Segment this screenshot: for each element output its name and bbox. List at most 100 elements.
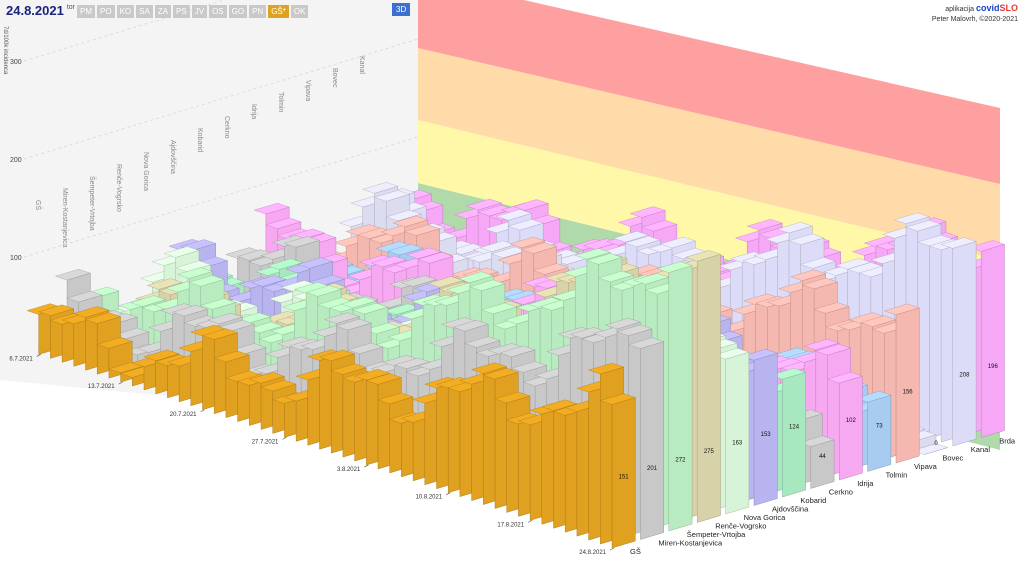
municipality-label: Renče-Vogrsko xyxy=(715,522,766,531)
region-button-5[interactable]: PS xyxy=(173,5,190,18)
region-button-1[interactable]: PO xyxy=(97,5,115,18)
region-button-9[interactable]: PN xyxy=(249,5,267,18)
back-name-label: Kanal xyxy=(358,56,365,74)
gridline-2 xyxy=(23,0,226,62)
back-name-label: Tolmin xyxy=(277,92,284,112)
region-button-3[interactable]: SA xyxy=(136,5,153,18)
bar-kanal: 208 xyxy=(940,237,977,447)
bar-vipava: 156 xyxy=(883,303,920,464)
date-label: 24.8.2021 xyxy=(579,550,606,556)
y-tick-label: 200 xyxy=(10,157,22,164)
region-button-2[interactable]: KO xyxy=(116,5,135,18)
region-button-7[interactable]: OS xyxy=(209,5,227,18)
value-label: 272 xyxy=(675,458,686,464)
bar-cerkno: 44 xyxy=(798,435,835,489)
gridline-0 xyxy=(23,136,419,258)
municipality-label: Cerkno xyxy=(829,488,853,497)
municipality-label: GŠ xyxy=(630,547,641,556)
municipality-label: Kobarid xyxy=(800,496,826,505)
back-name-label: Nova Gorica xyxy=(142,152,149,191)
date-tick xyxy=(200,409,205,413)
value-label: 201 xyxy=(647,466,658,472)
bar-novagorica: 163 xyxy=(713,348,750,515)
date-tick xyxy=(527,520,533,523)
value-label: 44 xyxy=(819,454,826,460)
bars-layer: 196 208 0 156 73 102 44 124 153 163 275 272 201 151 xyxy=(26,182,1005,549)
date-label: 20.7.2021 xyxy=(170,412,197,418)
bar-tolmin: 73 xyxy=(855,391,892,472)
municipality-label: Kanal xyxy=(971,445,991,454)
municipality-label: Miren-Kostanjevica xyxy=(658,539,723,548)
back-name-label: Cerkno xyxy=(223,116,230,139)
municipality-axis: GŠ Miren-KostanjevicaŠempeter-VrtojbaRenč… xyxy=(630,437,1016,557)
back-name-label: GŠ xyxy=(34,200,43,210)
date-label: 10.8.2021 xyxy=(415,495,442,501)
bar-idrija: 102 xyxy=(827,372,863,481)
region-button-11[interactable]: OK xyxy=(290,5,309,18)
date-label: 17.8.2021 xyxy=(497,522,524,528)
region-button-4[interactable]: ZA xyxy=(154,5,172,18)
bar-empetervrtojba: 272 xyxy=(656,261,693,532)
bar-mirenkostanjevica: 201 xyxy=(628,337,665,540)
value-label: 153 xyxy=(761,432,772,438)
back-name-label: Miren-Kostanjevica xyxy=(61,188,68,248)
back-name-label: Vipava xyxy=(304,80,311,101)
value-label: 275 xyxy=(704,449,715,455)
municipality-label: Idrija xyxy=(857,479,874,488)
bar-renevogrsko: 275 xyxy=(685,250,721,523)
value-label: 208 xyxy=(959,373,970,379)
date-label: 3.8.2021 xyxy=(337,467,361,473)
region-button-8[interactable]: GO xyxy=(228,5,248,18)
value-label: 151 xyxy=(619,475,630,481)
municipality-label: Brda xyxy=(999,437,1016,446)
municipality-label: Ajdovščina xyxy=(772,505,809,514)
region-button-6[interactable]: JV xyxy=(191,5,208,18)
municipality-label: Bovec xyxy=(942,454,963,463)
date-tick xyxy=(446,492,451,495)
municipality-label: Vipava xyxy=(914,462,938,471)
app-credit: aplikacija covidSLO Peter Malovrh, ©2020… xyxy=(932,3,1018,25)
bar-g: 151 xyxy=(599,393,636,549)
date-tick xyxy=(36,354,41,357)
bar-ajdovina: 153 xyxy=(741,349,778,506)
date-label: 6.7.2021 xyxy=(9,356,33,362)
back-name-label: Kobarid xyxy=(196,128,203,152)
value-label: 163 xyxy=(732,441,743,447)
value-label: 73 xyxy=(876,423,883,429)
y-tick-label: 300 xyxy=(10,59,22,66)
bar-kobarid: 124 xyxy=(770,368,807,498)
region-button-10[interactable]: GŠ* xyxy=(268,5,289,18)
date-label: 13.7.2021 xyxy=(88,384,115,390)
date-label: 27.7.2021 xyxy=(252,439,279,445)
view-3d-button[interactable]: 3D xyxy=(392,3,411,16)
credit-author: Peter Malovrh, ©2020-2021 xyxy=(931,16,1018,23)
back-wall-labels: GŠ Miren-Kostanjevica Šempeter-Vrtojba Renč… xyxy=(34,56,365,248)
credit-prefix: aplikacija xyxy=(945,6,975,13)
back-name-label: Šempeter-Vrtojba xyxy=(88,176,97,231)
municipality-label: Šempeter-Vrtojba xyxy=(687,530,746,539)
date-tick xyxy=(118,381,123,385)
risk-band-2 xyxy=(418,48,1000,260)
y-tick-label: 100 xyxy=(10,255,22,262)
back-name-label: Bovec xyxy=(331,68,338,88)
region-selector: PM PO KO SA ZA PS JV OS GO PN GŠ* OK xyxy=(75,1,309,19)
y-axis-label: 7d/100k incidenca xyxy=(2,26,8,75)
back-name-label: Renče-Vogrsko xyxy=(115,164,122,212)
back-name-label: Idrija xyxy=(250,104,257,119)
date-label: 24.8.2021 xyxy=(6,2,64,18)
value-label: 102 xyxy=(846,418,857,424)
value-label: 124 xyxy=(789,425,800,431)
weekday-label: tor xyxy=(66,3,76,11)
date-tick xyxy=(364,464,369,468)
gridline-1 xyxy=(23,38,419,160)
bar-brda: 196 xyxy=(969,240,1005,438)
date-axis: 6.7.2021 13.7.2021 20.7.2021 27.7.2021 3.8.2… xyxy=(9,354,615,556)
municipality-label: Tolmin xyxy=(886,471,908,480)
municipality-label: Nova Gorica xyxy=(744,513,787,522)
value-label: 156 xyxy=(903,390,914,396)
app-logo: covidSLO xyxy=(975,3,1018,13)
region-button-0[interactable]: PM xyxy=(77,5,96,18)
value-label: 0 xyxy=(934,441,938,447)
y-axis: 100 200 300 xyxy=(10,0,419,262)
